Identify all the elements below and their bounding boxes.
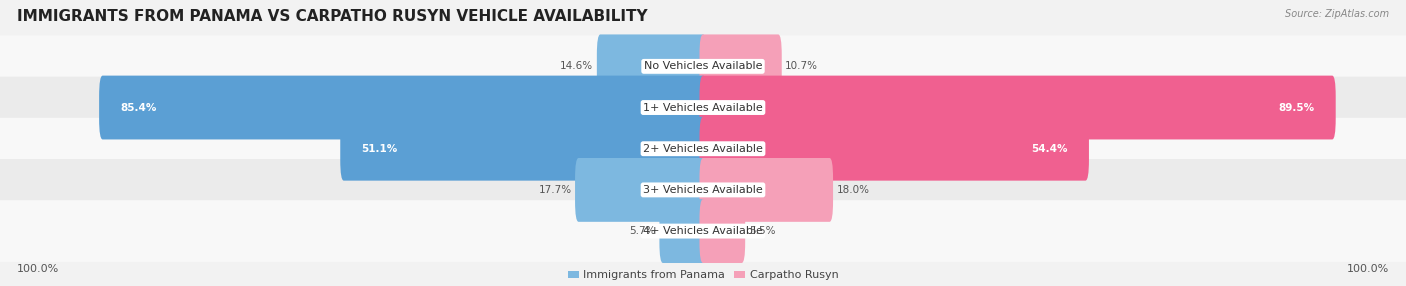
Text: IMMIGRANTS FROM PANAMA VS CARPATHO RUSYN VEHICLE AVAILABILITY: IMMIGRANTS FROM PANAMA VS CARPATHO RUSYN…	[17, 9, 648, 23]
Text: 17.7%: 17.7%	[538, 185, 571, 195]
Text: 18.0%: 18.0%	[837, 185, 869, 195]
Text: 54.4%: 54.4%	[1032, 144, 1069, 154]
Text: 51.1%: 51.1%	[361, 144, 398, 154]
Text: 100.0%: 100.0%	[17, 264, 59, 274]
Text: Source: ZipAtlas.com: Source: ZipAtlas.com	[1285, 9, 1389, 19]
FancyBboxPatch shape	[700, 34, 782, 98]
Text: 10.7%: 10.7%	[785, 61, 818, 71]
FancyBboxPatch shape	[98, 76, 707, 140]
Text: 100.0%: 100.0%	[1347, 264, 1389, 274]
FancyBboxPatch shape	[0, 77, 1406, 138]
FancyBboxPatch shape	[340, 117, 707, 181]
Text: 2+ Vehicles Available: 2+ Vehicles Available	[643, 144, 763, 154]
FancyBboxPatch shape	[0, 35, 1406, 97]
Text: 14.6%: 14.6%	[560, 61, 593, 71]
FancyBboxPatch shape	[700, 117, 1090, 181]
FancyBboxPatch shape	[700, 76, 1336, 140]
Text: 1+ Vehicles Available: 1+ Vehicles Available	[643, 103, 763, 112]
Text: 5.5%: 5.5%	[749, 226, 775, 236]
Text: 4+ Vehicles Available: 4+ Vehicles Available	[643, 226, 763, 236]
Text: 85.4%: 85.4%	[120, 103, 156, 112]
FancyBboxPatch shape	[0, 118, 1406, 180]
FancyBboxPatch shape	[659, 199, 707, 263]
Text: 3+ Vehicles Available: 3+ Vehicles Available	[643, 185, 763, 195]
FancyBboxPatch shape	[0, 200, 1406, 262]
FancyBboxPatch shape	[575, 158, 707, 222]
Legend: Immigrants from Panama, Carpatho Rusyn: Immigrants from Panama, Carpatho Rusyn	[568, 271, 838, 281]
FancyBboxPatch shape	[596, 34, 707, 98]
Text: 89.5%: 89.5%	[1278, 103, 1315, 112]
FancyBboxPatch shape	[0, 159, 1406, 221]
Text: No Vehicles Available: No Vehicles Available	[644, 61, 762, 71]
FancyBboxPatch shape	[700, 158, 832, 222]
Text: 5.7%: 5.7%	[630, 226, 655, 236]
FancyBboxPatch shape	[700, 199, 745, 263]
